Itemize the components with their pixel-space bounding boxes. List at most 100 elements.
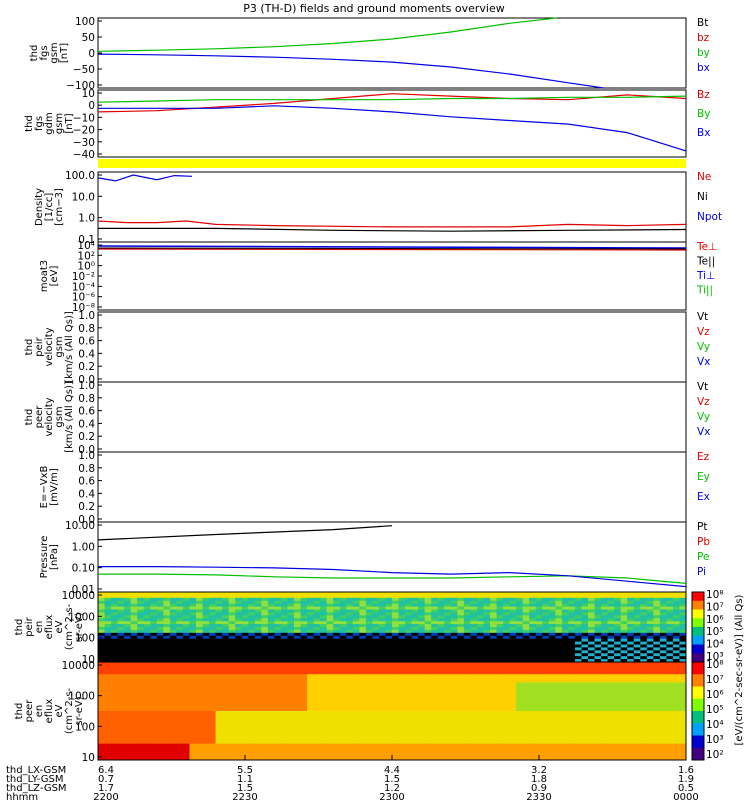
heatmap-cell [398,632,406,637]
heatmap-cell [659,592,667,596]
heatmap-cell [444,751,452,757]
heatmap-cell [450,743,458,749]
legend-Vx: Vx [697,426,710,438]
heatmap-cell [254,647,262,651]
heatmap-cell [287,592,295,596]
heatmap-cell [385,731,393,736]
heatmap-cell [137,755,145,761]
heatmap-cell [646,727,654,732]
legend-Pe: Pe [697,551,709,563]
heatmap-cell [254,650,262,654]
heatmap-cell [248,592,256,596]
heatmap-cell [601,735,609,741]
heatmap-cell [196,711,204,716]
heatmap-cell [601,670,609,675]
heatmap-cell [117,694,125,700]
heatmap-cell [215,600,223,605]
heatmap-cell [470,662,478,667]
heatmap-cell [437,702,445,708]
heatmap-cell [150,647,158,651]
heatmap-cell [437,678,445,683]
heatmap-cell [267,594,275,599]
heatmap-cell [274,731,282,736]
heatmap-cell [627,603,635,608]
heatmap-cell [274,690,282,696]
heatmap-cell [437,635,445,640]
heatmap-cell [287,706,295,712]
heatmap-cell [418,621,426,625]
heatmap-cell [503,739,511,745]
heatmap-cell [254,638,262,643]
x-axis-row-value: 1.7 [98,783,114,794]
heatmap-cell [424,747,432,753]
heatmap-cell [372,719,380,724]
heatmap-cell [222,706,230,712]
heatmap-cell [535,659,543,663]
heatmap-cell [392,592,400,596]
heatmap-cell [294,719,302,724]
heatmap-cell [248,627,256,631]
heatmap-cell [437,621,445,625]
heatmap-cell [313,743,321,749]
heatmap-cell [261,670,269,675]
heatmap-cell [267,723,275,728]
heatmap-cell [222,674,230,679]
heatmap-cell [150,743,158,749]
heatmap-cell [228,698,236,704]
heatmap-cell [241,719,249,724]
heatmap-cell [150,638,158,643]
heatmap-cell [607,731,615,736]
heatmap-cell [646,624,654,628]
heatmap-cell [320,678,328,683]
heatmap-cell [111,662,119,667]
heatmap-cell [248,594,256,599]
heatmap-cell [326,747,334,753]
heatmap-cell [333,706,341,712]
x-axis-row-value: 1.1 [237,774,253,785]
heatmap-cell [137,659,145,663]
heatmap-cell [594,597,602,602]
heatmap-cell [588,751,596,757]
heatmap-cell [163,632,171,637]
heatmap-cell [124,609,132,613]
heatmap-cell [202,653,210,657]
heatmap-cell [437,606,445,610]
heatmap-cell [320,719,328,724]
heatmap-cell [516,735,524,741]
heatmap-cell [228,609,236,613]
heatmap-cell [300,686,308,692]
heatmap-cell [555,600,563,605]
heatmap-cell [267,727,275,732]
heatmap-cell [124,706,132,712]
heatmap-cell [561,615,569,619]
heatmap-cell [274,743,282,749]
heatmap-cell [346,682,354,687]
heatmap-cell [307,653,315,657]
heatmap-cell [339,600,347,605]
heatmap-cell [326,751,334,757]
heatmap-cell [450,653,458,657]
heatmap-cell [548,656,556,660]
heatmap-cell [633,719,641,724]
heatmap-cell [411,702,419,708]
heatmap-cell [182,656,190,660]
heatmap-cell [463,723,471,728]
heatmap-cell [359,659,367,663]
heatmap-cell [222,662,230,667]
heatmap-cell [405,670,413,675]
heatmap-cell [313,641,321,645]
heatmap-cell [169,678,177,683]
heatmap-cell [169,606,177,610]
heatmap-cell [104,678,112,683]
heatmap-cell [457,719,465,724]
heatmap-cell [241,735,249,741]
heatmap-cell [111,600,119,605]
heatmap-cell [581,612,589,616]
heatmap-cell [679,694,687,700]
heatmap-cell [117,638,125,643]
heatmap-cell [235,706,243,712]
heatmap-cell [307,656,315,660]
heatmap-cell [339,618,347,622]
heatmap-cell [653,666,661,671]
